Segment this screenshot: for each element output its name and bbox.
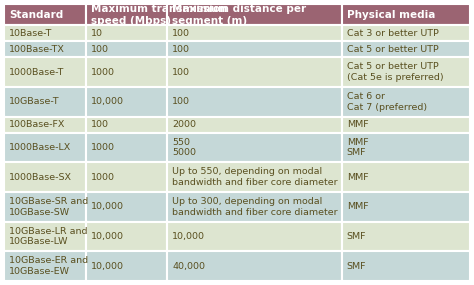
Text: Physical media: Physical media <box>347 9 435 19</box>
Text: 10GBase-T: 10GBase-T <box>9 97 60 106</box>
Text: 10,000: 10,000 <box>91 202 124 211</box>
Text: Up to 300, depending on modal
bandwidth and fiber core diameter: Up to 300, depending on modal bandwidth … <box>172 197 337 217</box>
Bar <box>85 133 167 162</box>
Text: 1000: 1000 <box>91 143 115 152</box>
Text: MMF
SMF: MMF SMF <box>347 138 368 157</box>
Bar <box>85 162 167 192</box>
Text: 10,000: 10,000 <box>91 97 124 106</box>
Bar <box>167 192 342 222</box>
Bar <box>342 117 470 133</box>
Text: MMF: MMF <box>347 120 368 129</box>
Bar <box>342 162 470 192</box>
Text: Standard: Standard <box>9 9 63 19</box>
Text: Cat 5 or better UTP
(Cat 5e is preferred): Cat 5 or better UTP (Cat 5e is preferred… <box>347 62 444 82</box>
Text: SMF: SMF <box>347 262 366 271</box>
Text: 10GBase-ER and
10GBase-EW: 10GBase-ER and 10GBase-EW <box>9 256 88 276</box>
Bar <box>342 192 470 222</box>
Text: 10Base-T: 10Base-T <box>9 28 52 38</box>
Text: 10GBase-LR and
10GBase-LW: 10GBase-LR and 10GBase-LW <box>9 227 88 246</box>
Bar <box>85 25 167 41</box>
Bar <box>342 4 470 25</box>
Bar <box>167 133 342 162</box>
Bar <box>167 57 342 87</box>
Bar <box>4 162 85 192</box>
Text: Cat 6 or
Cat 7 (preferred): Cat 6 or Cat 7 (preferred) <box>347 92 427 111</box>
Bar <box>85 4 167 25</box>
Bar <box>85 222 167 251</box>
Bar <box>342 222 470 251</box>
Text: 1000: 1000 <box>91 68 115 76</box>
Bar <box>85 117 167 133</box>
Bar <box>4 57 85 87</box>
Bar <box>4 117 85 133</box>
Bar <box>85 87 167 117</box>
Text: 550
5000: 550 5000 <box>172 138 196 157</box>
Text: 1000Base-SX: 1000Base-SX <box>9 173 72 182</box>
Text: 1000Base-LX: 1000Base-LX <box>9 143 71 152</box>
Text: 100: 100 <box>172 68 190 76</box>
Bar <box>4 133 85 162</box>
Text: 100Base-TX: 100Base-TX <box>9 45 65 54</box>
Text: Maximum distance per
segment (m): Maximum distance per segment (m) <box>172 3 306 26</box>
Text: 100: 100 <box>172 28 190 38</box>
Text: 10,000: 10,000 <box>91 232 124 241</box>
Text: Cat 3 or better UTP: Cat 3 or better UTP <box>347 28 439 38</box>
Bar <box>85 251 167 281</box>
Text: 100: 100 <box>91 45 109 54</box>
Bar <box>342 251 470 281</box>
Text: SMF: SMF <box>347 232 366 241</box>
Bar <box>4 87 85 117</box>
Bar <box>342 133 470 162</box>
Bar <box>342 41 470 57</box>
Bar <box>85 57 167 87</box>
Text: Cat 5 or better UTP: Cat 5 or better UTP <box>347 45 438 54</box>
Bar <box>167 251 342 281</box>
Text: 100Base-FX: 100Base-FX <box>9 120 65 129</box>
Text: 2000: 2000 <box>172 120 196 129</box>
Bar <box>4 222 85 251</box>
Text: 40,000: 40,000 <box>172 262 205 271</box>
Text: 1000Base-T: 1000Base-T <box>9 68 64 76</box>
Text: 100: 100 <box>172 45 190 54</box>
Bar <box>167 162 342 192</box>
Bar <box>167 25 342 41</box>
Bar <box>85 192 167 222</box>
Bar <box>342 57 470 87</box>
Bar <box>342 25 470 41</box>
Text: 1000: 1000 <box>91 173 115 182</box>
Bar <box>4 251 85 281</box>
Bar <box>167 117 342 133</box>
Bar <box>4 25 85 41</box>
Text: 100: 100 <box>91 120 109 129</box>
Text: Maximum transmission
speed (Mbps): Maximum transmission speed (Mbps) <box>91 3 227 26</box>
Text: MMF: MMF <box>347 173 368 182</box>
Bar <box>4 41 85 57</box>
Text: 10,000: 10,000 <box>91 262 124 271</box>
Bar <box>167 87 342 117</box>
Text: 10,000: 10,000 <box>172 232 205 241</box>
Bar <box>85 41 167 57</box>
Bar <box>4 192 85 222</box>
Bar <box>167 41 342 57</box>
Text: 10GBase-SR and
10GBase-SW: 10GBase-SR and 10GBase-SW <box>9 197 88 217</box>
Text: MMF: MMF <box>347 202 368 211</box>
Bar <box>4 4 85 25</box>
Bar <box>342 87 470 117</box>
Bar <box>167 222 342 251</box>
Text: Up to 550, depending on modal
bandwidth and fiber core diameter: Up to 550, depending on modal bandwidth … <box>172 167 337 187</box>
Text: 10: 10 <box>91 28 102 38</box>
Bar <box>167 4 342 25</box>
Text: 100: 100 <box>172 97 190 106</box>
